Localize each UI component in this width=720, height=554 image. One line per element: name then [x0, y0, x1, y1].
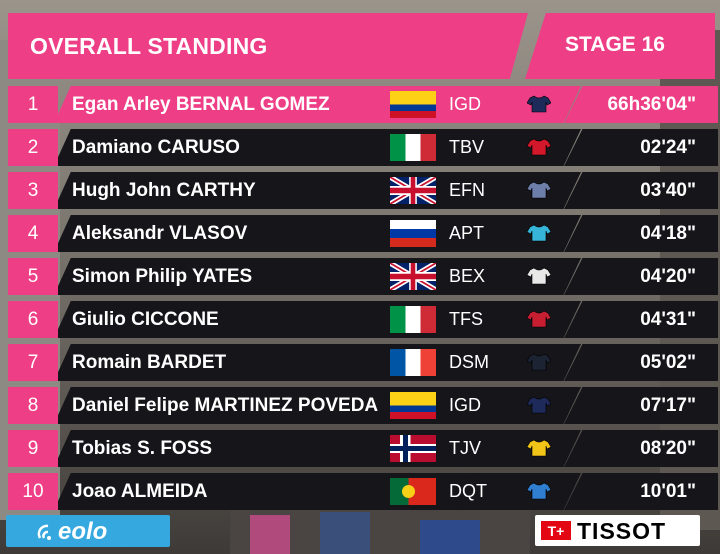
team-jersey-icon	[527, 95, 551, 113]
portugal-flag-icon	[390, 478, 436, 505]
table-row: 10 Joao ALMEIDA DQT 10'01"	[8, 473, 718, 510]
team-code: BEX	[449, 266, 486, 286]
colombia-flag-icon	[390, 392, 436, 419]
rank-number: 7	[8, 344, 58, 381]
gap-time: 08'20"	[640, 438, 696, 459]
team-code: DSM	[449, 352, 489, 372]
rank-number: 4	[8, 215, 58, 252]
team-jersey-icon	[527, 181, 551, 199]
table-row: 7 Romain BARDET DSM 05'02"	[8, 344, 718, 381]
tissot-cross-icon: T+	[541, 521, 571, 540]
italy-flag-icon	[390, 306, 436, 333]
team-code: DQT	[449, 481, 487, 501]
rank-number: 8	[8, 387, 58, 424]
table-row: 2 Damiano CARUSO TBV 02'24"	[8, 129, 718, 166]
rank-number: 2	[8, 129, 58, 166]
norway-flag-icon	[390, 435, 436, 462]
rank-number: 1	[8, 86, 58, 123]
team-jersey-icon	[527, 224, 551, 242]
colombia-flag-icon	[390, 91, 436, 118]
header-title-bar: OVERALL STANDING	[8, 13, 528, 79]
table-row: 5 Simon Philip YATES BEX 04'20"	[8, 258, 718, 295]
team-jersey-icon	[527, 353, 551, 371]
table-row: 4 Aleksandr VLASOV APT 04'18"	[8, 215, 718, 252]
rank-number: 5	[8, 258, 58, 295]
rank-number: 9	[8, 430, 58, 467]
gap-time: 02'24"	[640, 137, 696, 158]
france-flag-icon	[390, 349, 436, 376]
gap-time: 66h36'04"	[607, 94, 696, 115]
team-code: APT	[449, 223, 485, 243]
gap-time: 03'40"	[640, 180, 696, 201]
team-code: TBV	[449, 137, 485, 157]
team-code: EFN	[449, 180, 485, 200]
rank-number: 6	[8, 301, 58, 338]
gap-time: 04'31"	[640, 309, 696, 330]
team-jersey-icon	[527, 482, 551, 500]
header-stage-bar: STAGE 16	[525, 13, 715, 79]
team-jersey-icon	[527, 439, 551, 457]
italy-flag-icon	[390, 134, 436, 161]
tissot-logo: T+ TISSOT	[535, 515, 700, 546]
rider-name: Joao ALMEIDA	[72, 481, 208, 502]
team-code: IGD	[449, 94, 482, 114]
gap-time: 05'02"	[640, 352, 696, 373]
rider-name: Egan Arley BERNAL GOMEZ	[72, 94, 330, 115]
team-code: TJV	[449, 438, 482, 458]
rider-name: Hugh John CARTHY	[72, 180, 256, 201]
uk-flag-icon	[390, 263, 436, 290]
gap-time: 04'20"	[640, 266, 696, 287]
rank-number: 3	[8, 172, 58, 209]
team-jersey-icon	[527, 396, 551, 414]
table-row: 6 Giulio CICCONE TFS 04'31"	[8, 301, 718, 338]
tissot-logo-text: TISSOT	[577, 518, 667, 544]
table-row: 8 Daniel Felipe MARTINEZ POVEDA IGD 07'17"	[8, 387, 718, 424]
rider-name: Tobias S. FOSS	[72, 438, 213, 459]
gap-time: 10'01"	[640, 481, 696, 502]
team-jersey-icon	[527, 310, 551, 328]
table-row: 3 Hugh John CARTHY EFN 03'40"	[8, 172, 718, 209]
team-jersey-icon	[527, 138, 551, 156]
rider-name: Aleksandr VLASOV	[72, 223, 248, 244]
rider-name: Daniel Felipe MARTINEZ POVEDA	[72, 395, 379, 416]
page-title: OVERALL STANDING	[30, 33, 268, 59]
team-jersey-icon	[527, 267, 551, 285]
table-row: 1 Egan Arley BERNAL GOMEZ IGD 66h36'04"	[8, 86, 718, 123]
rider-name: Damiano CARUSO	[72, 137, 240, 158]
rider-name: Romain BARDET	[72, 352, 227, 373]
table-row: 9 Tobias S. FOSS TJV 08'20"	[8, 430, 718, 467]
stage-label: STAGE 16	[565, 33, 665, 56]
rank-number: 10	[8, 473, 58, 510]
wifi-icon	[37, 524, 51, 540]
gap-time: 04'18"	[640, 223, 696, 244]
eolo-logo-text: eolo	[58, 518, 108, 545]
team-code: TFS	[449, 309, 483, 329]
gap-time: 07'17"	[640, 395, 696, 416]
uk-flag-icon	[390, 177, 436, 204]
russia-flag-icon	[390, 220, 436, 247]
rider-name: Simon Philip YATES	[72, 266, 253, 287]
rider-name: Giulio CICCONE	[72, 309, 219, 330]
eolo-logo: eolo	[6, 515, 170, 547]
team-code: IGD	[449, 395, 482, 415]
